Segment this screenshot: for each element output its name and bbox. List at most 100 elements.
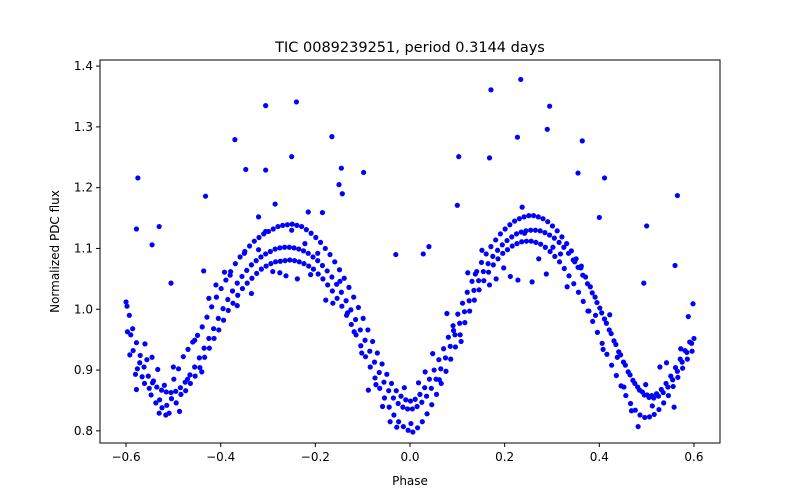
- data-point: [227, 272, 233, 278]
- data-point: [485, 269, 492, 275]
- data-point: [450, 323, 456, 329]
- data-point: [171, 376, 177, 382]
- data-point: [175, 366, 182, 372]
- data-point: [526, 213, 532, 219]
- data-point: [362, 337, 368, 343]
- data-point: [315, 258, 321, 264]
- data-point: [323, 297, 329, 303]
- data-point: [450, 327, 457, 334]
- data-point: [373, 382, 379, 388]
- data-point: [124, 303, 130, 309]
- data-point: [564, 241, 570, 247]
- data-point: [680, 365, 686, 371]
- data-point: [545, 219, 551, 225]
- data-point: [253, 258, 259, 264]
- data-point: [386, 404, 392, 410]
- data-point: [414, 425, 421, 431]
- data-point: [281, 244, 288, 250]
- data-point: [367, 348, 373, 354]
- data-point: [317, 239, 324, 245]
- data-point: [438, 366, 444, 372]
- data-point: [313, 234, 319, 241]
- data-point: [465, 270, 471, 276]
- data-point: [173, 400, 179, 406]
- data-point: [370, 338, 376, 345]
- data-point: [488, 244, 494, 250]
- data-point: [338, 165, 344, 171]
- data-point: [202, 193, 209, 199]
- data-point: [164, 402, 170, 408]
- data-point: [635, 423, 641, 430]
- data-point: [513, 231, 520, 237]
- data-point: [408, 420, 414, 427]
- data-point: [251, 238, 257, 244]
- data-point: [658, 386, 664, 393]
- data-point: [225, 307, 231, 314]
- data-point: [176, 408, 183, 414]
- data-point: [445, 334, 451, 340]
- data-point: [486, 155, 493, 161]
- data-point: [306, 263, 312, 269]
- data-point: [275, 223, 281, 230]
- data-point: [467, 308, 473, 314]
- data-point: [280, 222, 286, 228]
- data-point: [255, 214, 262, 220]
- data-point: [338, 289, 344, 295]
- data-point: [535, 214, 541, 220]
- data-point: [348, 307, 354, 313]
- data-point: [289, 221, 295, 227]
- data-point: [146, 385, 152, 391]
- data-point: [639, 389, 645, 395]
- data-point: [220, 306, 226, 312]
- data-point: [687, 339, 693, 345]
- data-point: [137, 360, 143, 366]
- data-point: [248, 290, 255, 297]
- data-point: [183, 388, 189, 394]
- data-point: [177, 385, 184, 391]
- data-point: [672, 365, 679, 371]
- data-point: [325, 282, 331, 288]
- data-point: [419, 419, 425, 425]
- data-point: [296, 246, 302, 252]
- data-point: [194, 332, 201, 338]
- data-point: [141, 380, 148, 387]
- data-point: [358, 343, 364, 349]
- data-point: [420, 251, 426, 257]
- data-point: [294, 222, 300, 228]
- data-point: [606, 327, 612, 333]
- data-point: [455, 311, 461, 317]
- data-point: [148, 392, 154, 398]
- data-point: [289, 154, 295, 160]
- data-point: [305, 250, 311, 256]
- data-point: [199, 324, 205, 330]
- chart-title: TIC 0089239251, period 0.3144 days: [274, 40, 545, 56]
- data-point: [308, 272, 314, 278]
- data-point: [509, 234, 515, 240]
- data-point: [514, 134, 521, 140]
- data-point: [374, 350, 380, 356]
- data-point: [424, 411, 430, 417]
- data-point: [551, 235, 557, 241]
- data-point: [611, 338, 617, 344]
- data-point: [244, 267, 250, 273]
- data-point: [346, 284, 352, 290]
- data-point: [157, 397, 163, 403]
- data-point: [561, 265, 567, 272]
- data-point: [485, 261, 491, 267]
- data-point: [206, 345, 212, 351]
- data-point: [289, 227, 295, 233]
- data-point: [133, 386, 140, 393]
- data-point: [483, 251, 489, 257]
- data-point: [493, 276, 499, 282]
- data-point: [388, 380, 395, 387]
- data-point: [447, 343, 453, 349]
- data-point: [256, 234, 262, 241]
- data-point: [291, 258, 298, 264]
- data-point: [423, 393, 430, 399]
- data-point: [302, 241, 308, 247]
- data-point: [372, 375, 378, 381]
- data-point: [519, 204, 525, 210]
- data-point: [332, 259, 338, 265]
- data-point: [523, 238, 530, 244]
